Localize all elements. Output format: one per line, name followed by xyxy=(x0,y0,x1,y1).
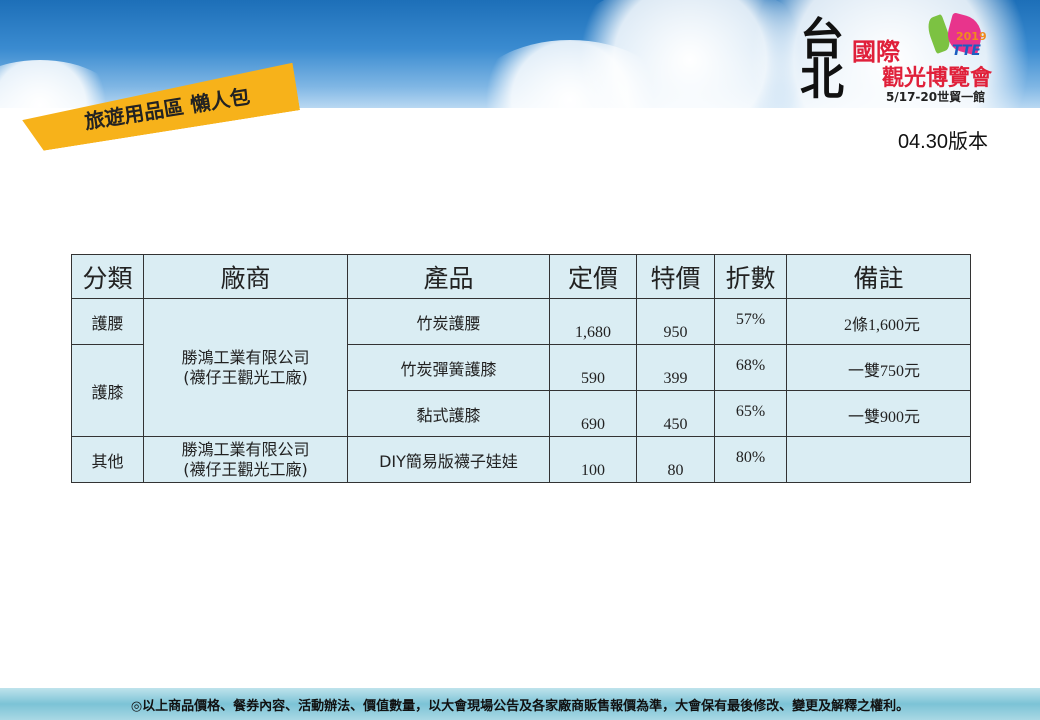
cell-special: 399 xyxy=(636,344,715,391)
table-header-row: 分類 廠商 產品 定價 特價 折數 備註 xyxy=(71,254,971,299)
cell-discount: 80% xyxy=(714,436,787,483)
cell-category: 護腰 xyxy=(71,298,144,345)
logo-abbr: TTE xyxy=(952,43,981,59)
cell-price: 1,680 xyxy=(549,298,637,345)
header-note: 備註 xyxy=(786,254,971,299)
cell-special: 450 xyxy=(636,390,715,437)
cell-price: 100 xyxy=(549,436,637,483)
cell-discount: 68% xyxy=(714,344,787,391)
header-product: 產品 xyxy=(347,254,550,299)
cell-note: 2條1,600元 xyxy=(786,298,971,345)
cell-product: 竹炭彈簧護膝 xyxy=(347,344,550,391)
cell-discount: 65% xyxy=(714,390,787,437)
cell-product: DIY簡易版襪子娃娃 xyxy=(347,436,550,483)
cell-category: 護膝 xyxy=(71,344,144,437)
cell-product: 黏式護膝 xyxy=(347,390,550,437)
cell-discount: 57% xyxy=(714,298,787,345)
cell-price: 590 xyxy=(549,344,637,391)
header-price: 定價 xyxy=(549,254,637,299)
cell-product: 竹炭護腰 xyxy=(347,298,550,345)
logo-year: 2019 xyxy=(956,30,987,43)
version-label: 04.30版本 xyxy=(897,131,988,153)
logo-dates: 5/17-20世貿一館 xyxy=(886,90,986,104)
header-discount: 折數 xyxy=(714,254,787,299)
sky-header-background xyxy=(0,0,1040,108)
cell-special: 950 xyxy=(636,298,715,345)
cell-category: 其他 xyxy=(71,436,144,483)
table-row: 黏式護膝 690 450 65% 一雙900元 xyxy=(72,390,971,437)
expo-logo: 台北 國際 2019 TTE 觀光博覽會 5/17-20世貿一館 xyxy=(800,10,1000,105)
header-special: 特價 xyxy=(636,254,715,299)
logo-city: 台北 xyxy=(800,14,844,105)
cell-vendor: 勝鴻工業有限公司 (襪仔王觀光工廠) xyxy=(143,436,348,483)
header-category: 分類 xyxy=(71,254,144,299)
cell-note xyxy=(786,436,971,483)
table-row: 其他 勝鴻工業有限公司 (襪仔王觀光工廠) DIY簡易版襪子娃娃 100 80 … xyxy=(71,436,971,483)
cell-vendor: 勝鴻工業有限公司 (襪仔王觀光工廠) xyxy=(143,298,348,437)
product-table: 分類 廠商 產品 定價 特價 折數 備註 護腰 勝鴻工業有限公司 (襪仔王觀光工… xyxy=(71,254,971,483)
table-row: 護腰 勝鴻工業有限公司 (襪仔王觀光工廠) 竹炭護腰 1,680 950 57%… xyxy=(71,298,971,437)
logo-name-line2: 觀光博覽會 xyxy=(882,66,993,91)
header-vendor: 廠商 xyxy=(143,254,348,299)
cell-note: 一雙900元 xyxy=(786,390,971,437)
table-row: 護膝 竹炭彈簧護膝 590 399 68% 一雙750元 xyxy=(71,344,971,437)
cell-note: 一雙750元 xyxy=(786,344,971,391)
logo-name-line1: 國際 xyxy=(852,38,900,66)
cell-special: 80 xyxy=(636,436,715,483)
disclaimer-text: ◎以上商品價格、餐券內容、活動辦法、價值數量，以大會現場公告及各家廠商販售報價為… xyxy=(130,698,910,714)
footer-disclaimer: ◎以上商品價格、餐券內容、活動辦法、價值數量，以大會現場公告及各家廠商販售報價為… xyxy=(0,688,1040,720)
cell-price: 690 xyxy=(549,390,637,437)
